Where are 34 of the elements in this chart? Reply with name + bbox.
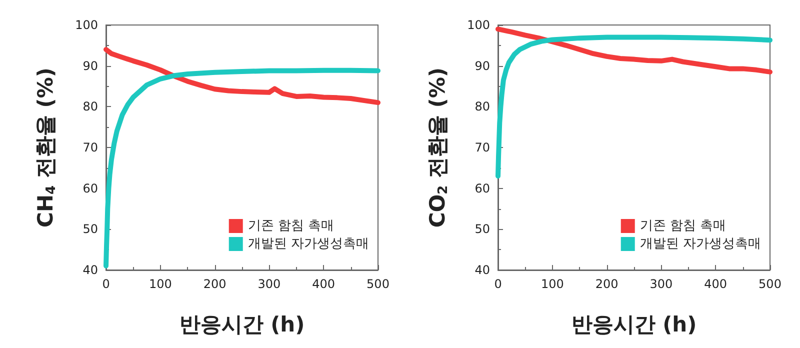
x-tick-label: 400 [312,277,336,291]
x-axis-title: 반응시간 (h) [179,312,305,336]
x-tick-label: 0 [102,277,110,291]
x-tick-label: 400 [704,277,728,291]
y-tick-label: 70 [82,140,98,154]
x-tick-label: 200 [595,277,618,291]
y-tick-label: 70 [474,140,490,154]
x-tick-label: 300 [258,277,281,291]
x-axis-title: 반응시간 (h) [571,312,697,336]
y-tick-label: 100 [75,18,98,32]
y-tick-label: 50 [82,222,98,236]
legend-label: 개발된 자가생성촉매 [640,236,762,252]
y-axis-title: CH4 전환율 (%) [34,68,59,228]
y-tick-label: 50 [474,222,490,236]
y-tick-label: 80 [82,100,98,114]
y-axis-title: CO2 전환율 (%) [426,67,451,228]
y-tick-label: 60 [82,181,98,196]
y-tick-label: 40 [474,263,490,277]
x-tick-label: 300 [650,277,673,291]
y-tick-label: 80 [474,100,490,114]
y-tick-label: 40 [82,263,98,277]
x-tick-label: 0 [494,277,502,291]
legend-label: 기존 함침 촉매 [248,218,334,234]
y-tick-label: 60 [474,181,490,196]
y-tick-label: 90 [82,58,98,73]
legend-label: 기존 함침 촉매 [640,218,726,234]
x-tick-label: 500 [758,277,782,291]
y-tick-label: 90 [474,58,490,73]
x-tick-label: 100 [148,277,172,291]
x-tick-label: 500 [366,277,390,291]
x-tick-label: 200 [203,277,226,291]
y-tick-label: 100 [467,18,490,32]
legend-label: 개발된 자가생성촉매 [248,236,370,252]
x-tick-label: 100 [540,277,564,291]
